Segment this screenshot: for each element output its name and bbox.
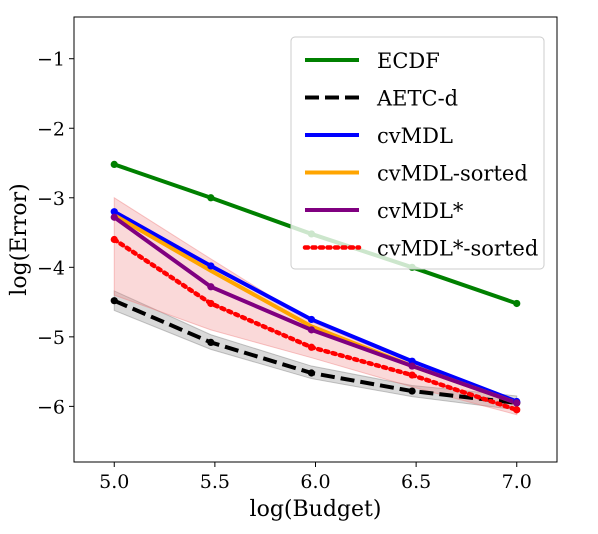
legend-label-aetc-d: AETC-d — [376, 87, 458, 111]
y-tick-label: −3 — [37, 188, 65, 210]
x-tick-label: 6.5 — [401, 471, 431, 493]
cvmdl-star-point — [408, 362, 416, 370]
cvmdl-star-point — [307, 326, 316, 334]
y-tick-label: −2 — [37, 118, 65, 140]
cvmdl-star-sorted-point — [513, 406, 521, 414]
aetc-d-point — [408, 387, 416, 395]
cvmdl-point — [307, 315, 316, 324]
legend-label-ecdf: ECDF — [377, 49, 440, 73]
legend-label-cvmdl: cvMDL — [377, 124, 453, 148]
ecdf-point — [110, 160, 118, 169]
aetc-d-point — [110, 297, 118, 305]
y-tick-label: −5 — [37, 327, 65, 349]
x-axis-ticks: 5.0 5.5 6.0 6.5 7.0 — [99, 462, 532, 493]
aetc-d-point — [307, 369, 316, 377]
x-tick-label: 6.0 — [300, 471, 330, 493]
cvmdl-star-sorted-point — [110, 235, 118, 244]
cvmdl-point — [207, 262, 215, 270]
legend: ECDF AETC-d cvMDL cvMDL-sorted cvMDL* cvMDL*-… — [290, 36, 545, 270]
cvmdl-star-point — [207, 283, 215, 291]
legend-label-cvmdl-star: cvMDL* — [377, 199, 464, 223]
y-axis-label: log(Error) — [7, 183, 32, 295]
ecdf-point — [513, 299, 521, 308]
cvmdl-star-sorted-point — [408, 371, 416, 379]
cvmdl-star-point — [110, 213, 118, 221]
y-tick-label: −1 — [37, 49, 65, 71]
cvmdl-star-sorted-point — [307, 343, 316, 351]
x-tick-label: 7.0 — [502, 471, 532, 493]
y-tick-label: −4 — [37, 257, 65, 279]
y-tick-label: −6 — [37, 396, 65, 418]
cvmdl-star-sorted-point — [207, 299, 215, 308]
x-tick-label: 5.0 — [99, 471, 129, 493]
x-tick-label: 5.5 — [200, 471, 230, 493]
x-axis-label: log(Budget) — [250, 497, 382, 522]
aetc-d-point — [207, 338, 215, 347]
legend-label-cvmdl-star-sorted: cvMDL*-sorted — [377, 237, 538, 261]
legend-label-cvmdl-sorted: cvMDL-sorted — [377, 162, 528, 186]
cvmdl-point — [110, 208, 118, 216]
cvmdl-star-point — [513, 399, 521, 407]
y-axis-ticks: −1 −2 −3 −4 −5 −6 — [37, 49, 74, 418]
ecdf-point — [207, 194, 215, 202]
